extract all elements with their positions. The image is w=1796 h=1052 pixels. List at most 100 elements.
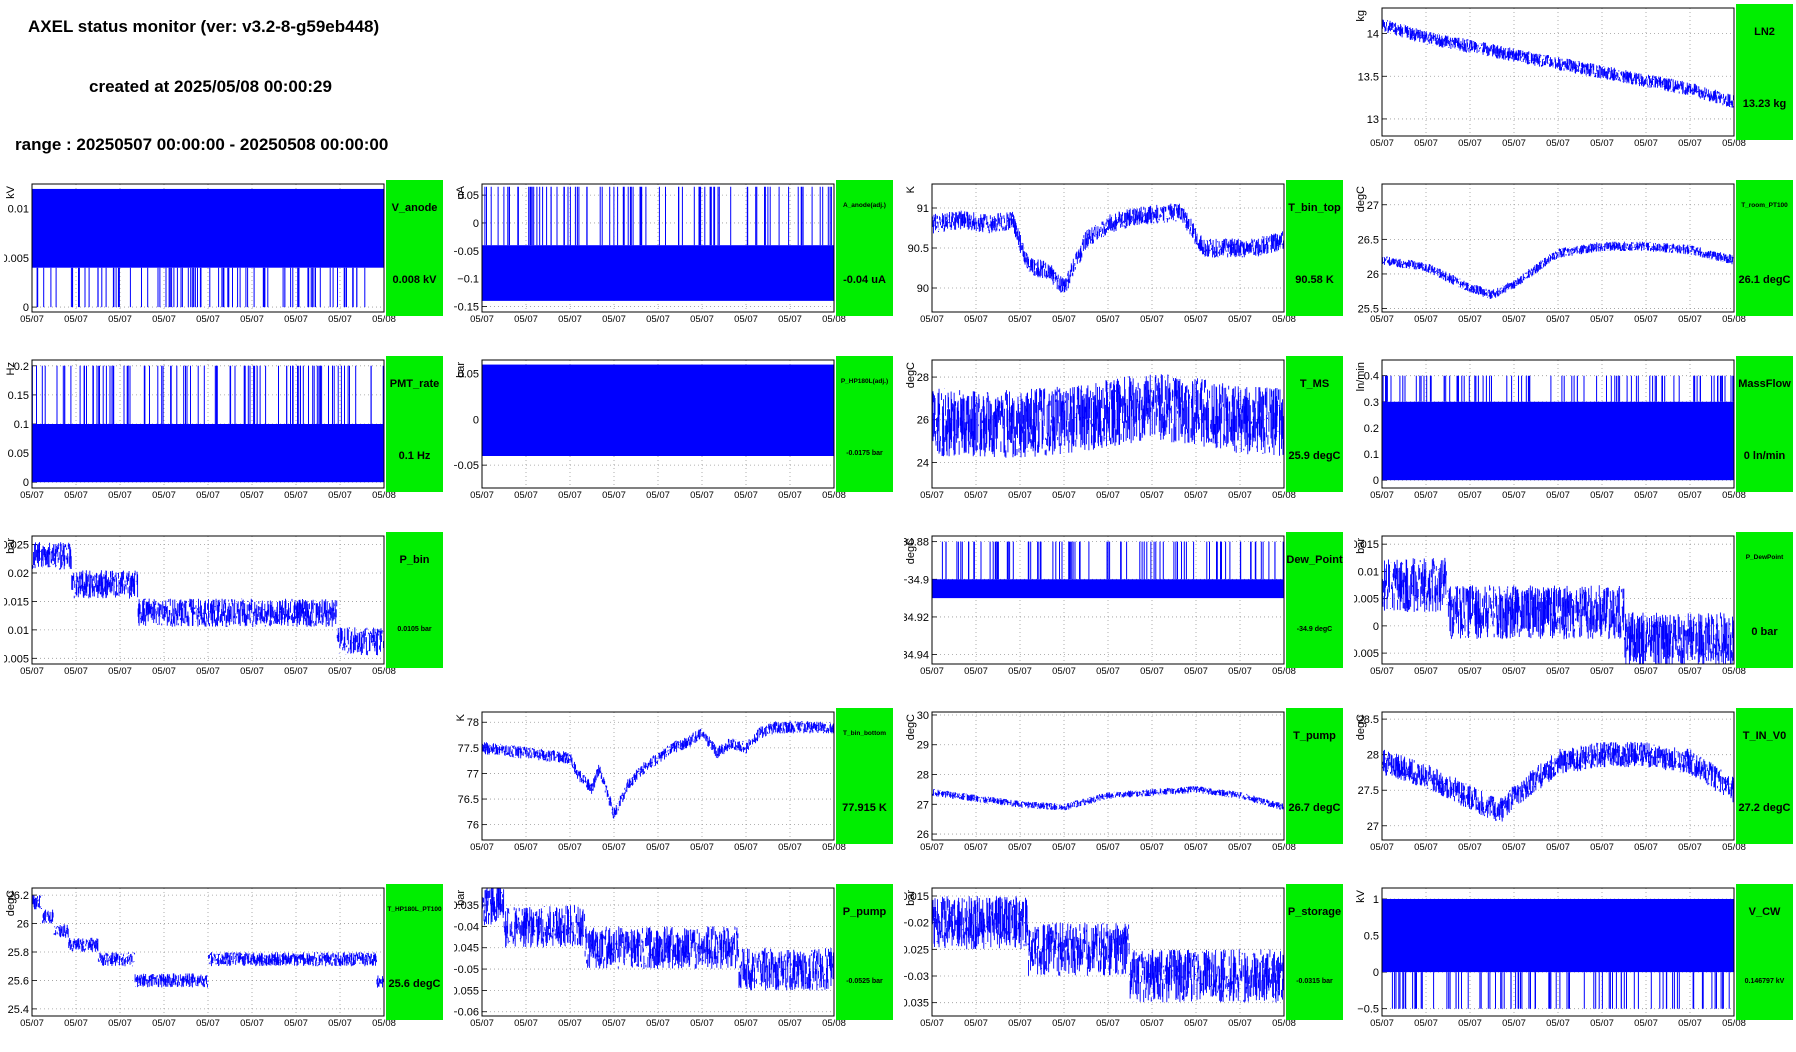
status-box-p-pump: P_pump -0.0525 bar [836, 884, 893, 1020]
series-trace [932, 374, 1284, 458]
series-trace [482, 721, 834, 819]
y-tick-label: 0.05 [458, 369, 479, 381]
x-tick-label: 05/0712:00 [646, 842, 670, 852]
x-tick-label: 05/0718:00 [1184, 666, 1208, 676]
y-tick-label: −34.94 [904, 650, 929, 662]
y-axis-label: bar [455, 890, 467, 906]
y-axis-label: bar [455, 362, 467, 378]
x-tick-label: 05/0715:00 [1140, 666, 1164, 676]
y-tick-label: −0.1 [457, 274, 479, 286]
series-p-bin [32, 542, 384, 656]
plot-frame [481, 183, 835, 313]
status-name: P_HP180L(adj.) [840, 378, 889, 385]
x-tick-label: 05/0715:00 [240, 490, 264, 500]
x-tick-label: 05/0703:00 [1414, 490, 1438, 500]
x-tick-label: 05/0703:00 [1414, 314, 1438, 324]
y-axis-label: kV [5, 185, 17, 199]
status-value: -0.0525 bar [846, 978, 883, 985]
y-tick-label: 14 [1367, 29, 1379, 41]
x-tick-label: 05/0715:00 [240, 1018, 264, 1028]
status-value: 0.1 Hz [398, 450, 431, 462]
x-tick-label: 05/0706:00 [1008, 666, 1032, 676]
y-tick-label: 1 [1373, 894, 1379, 906]
y-axis-label: kV [1355, 889, 1367, 903]
x-tick-label: 05/0712:00 [1546, 1018, 1570, 1028]
y-tick-label: 0.05 [8, 448, 29, 460]
y-tick-label: 0.3 [1364, 397, 1379, 409]
series-spikes [32, 365, 384, 424]
x-tick-label: 05/0718:00 [734, 490, 758, 500]
x-tick-label: 05/0718:00 [1184, 842, 1208, 852]
series-t-in-v0 [1382, 741, 1734, 822]
x-tick-label: 05/0721:00 [328, 314, 352, 324]
y-tick-label: 26 [17, 919, 29, 931]
series-band [932, 579, 1284, 599]
y-tick-label: 28 [917, 372, 929, 384]
series-trace [932, 786, 1284, 811]
status-name: P_pump [842, 906, 887, 918]
x-tick-label: 05/0709:00 [1052, 1018, 1076, 1028]
y-tick-label: 0.1 [14, 419, 29, 431]
x-tick-label: 05/0706:00 [1008, 842, 1032, 852]
y-tick-label: −0.025 [904, 944, 929, 956]
series-t-hp180l-pt100 [32, 895, 384, 988]
x-tick-label: 05/0709:00 [1502, 314, 1526, 324]
x-tick-label: 05/0706:00 [108, 1018, 132, 1028]
x-tick-label: 05/0709:00 [1502, 666, 1526, 676]
status-box-t-in-v0: T_IN_V0 27.2 degC [1736, 708, 1793, 844]
status-value: 26.7 degC [1288, 802, 1341, 814]
y-tick-label: 0.01 [8, 625, 29, 637]
x-tick-label: 05/0709:00 [602, 842, 626, 852]
x-tick-label: 05/0703:00 [1414, 1018, 1438, 1028]
status-box-pmt-rate: PMT_rate 0.1 Hz [386, 356, 443, 492]
y-tick-label: 77.5 [458, 743, 479, 755]
x-tick-label: 05/0703:00 [514, 490, 538, 500]
x-tick-label: 05/0715:00 [1590, 138, 1614, 148]
x-tick-label: 05/0709:00 [1502, 1018, 1526, 1028]
y-tick-label: −34.9 [904, 574, 929, 586]
y-tick-label: 0.1 [1364, 449, 1379, 461]
x-tick-label: 05/0715:00 [1590, 1018, 1614, 1028]
series-band [1382, 898, 1734, 973]
status-value: 25.9 degC [1288, 450, 1341, 462]
x-tick-label: 05/0715:00 [1140, 842, 1164, 852]
x-tick-label: 05/0706:00 [108, 490, 132, 500]
y-tick-label: 27 [1367, 200, 1379, 212]
x-tick-label: 05/0721:00 [328, 490, 352, 500]
x-tick-label: 05/0706:00 [558, 1018, 582, 1028]
status-name: MassFlow [1738, 378, 1791, 390]
series-trace [1382, 741, 1734, 822]
y-tick-label: −0.05 [454, 964, 479, 976]
y-tick-label: 0 [473, 414, 479, 426]
x-tick-label: 05/0715:00 [690, 490, 714, 500]
y-axis-label: K [455, 713, 467, 721]
x-tick-label: 05/0703:00 [514, 842, 538, 852]
y-tick-label: 30 [917, 710, 929, 722]
series-trace [32, 895, 384, 988]
y-tick-label: 13.5 [1358, 71, 1379, 83]
x-tick-label: 05/0709:00 [1052, 490, 1076, 500]
x-tick-label: 05/0709:00 [1052, 666, 1076, 676]
x-tick-label: 05/0703:00 [964, 842, 988, 852]
x-tick-label: 05/0718:00 [1184, 1018, 1208, 1028]
x-tick-label: 05/0721:00 [328, 1018, 352, 1028]
x-tick-label: 05/0721:00 [1678, 666, 1702, 676]
x-tick-label: 05/0718:00 [734, 314, 758, 324]
series-trace [1382, 19, 1734, 108]
plot-frame [31, 359, 385, 489]
